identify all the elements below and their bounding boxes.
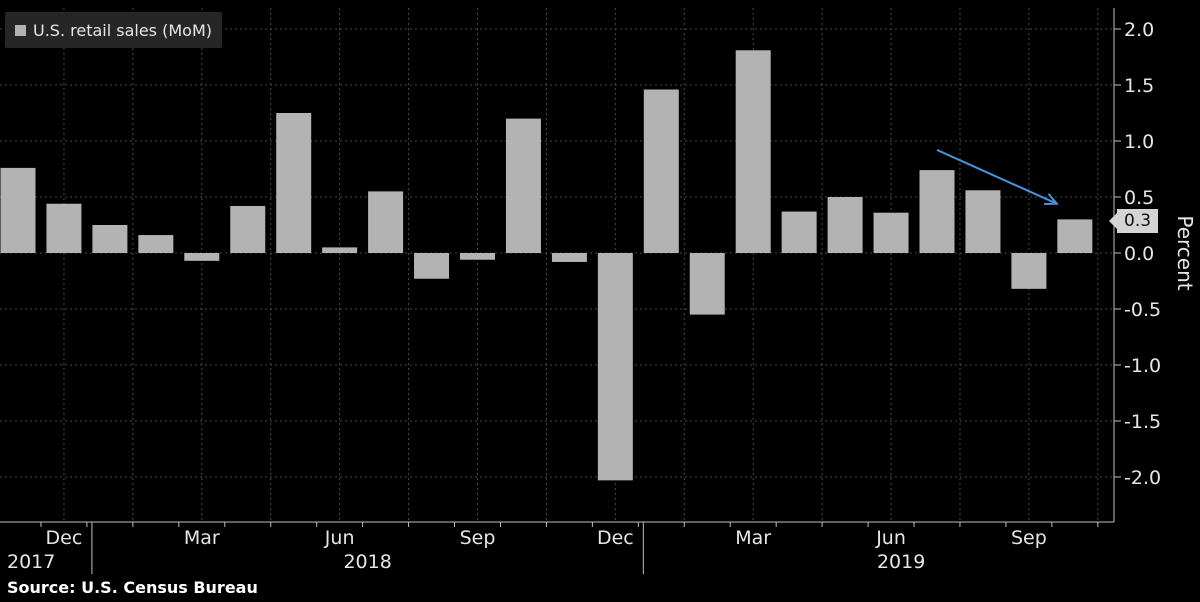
bar bbox=[597, 253, 633, 481]
year-label: 2018 bbox=[343, 551, 391, 573]
x-tick-label: Dec bbox=[46, 527, 83, 549]
y-tick-label: 0.5 bbox=[1124, 187, 1154, 209]
y-tick-label: 2.0 bbox=[1124, 19, 1154, 41]
bar bbox=[46, 203, 82, 253]
x-tick-label: Mar bbox=[735, 527, 771, 549]
bar bbox=[827, 197, 863, 253]
last-value-callout: 0.3 bbox=[1108, 209, 1159, 233]
bar bbox=[184, 253, 220, 261]
bar bbox=[965, 190, 1001, 253]
bar bbox=[92, 225, 128, 253]
x-tick-label: Dec bbox=[597, 527, 634, 549]
bars bbox=[0, 50, 1093, 481]
legend-label: U.S. retail sales (MoM) bbox=[33, 20, 212, 40]
year-label: 2019 bbox=[877, 551, 925, 573]
bar bbox=[230, 205, 266, 253]
y-tick-label: 1.5 bbox=[1124, 75, 1154, 97]
bar bbox=[689, 253, 725, 315]
legend: U.S. retail sales (MoM) bbox=[5, 12, 222, 48]
source-note: Source: U.S. Census Bureau bbox=[7, 578, 258, 597]
bar bbox=[460, 253, 495, 260]
bar bbox=[735, 50, 771, 253]
x-tick-label: Sep bbox=[1011, 527, 1047, 549]
y-tick-label: 1.0 bbox=[1124, 131, 1154, 153]
y-tick-label: -1.5 bbox=[1124, 411, 1161, 433]
bar bbox=[138, 235, 174, 253]
y-tick-label: -2.0 bbox=[1124, 467, 1161, 489]
x-tick-label: Jun bbox=[324, 527, 355, 549]
axes: 2.0 1.5 1.0 0.5 0.0 -0.5 -1.0 -1.5 -2.0 Dec Mar Jun… bbox=[0, 8, 1161, 574]
bar bbox=[873, 212, 909, 253]
legend-swatch bbox=[15, 24, 26, 36]
trend-arrow-line bbox=[936, 149, 1058, 205]
year-label: 2017 bbox=[7, 551, 55, 573]
bar bbox=[368, 191, 404, 253]
bar bbox=[322, 247, 358, 253]
x-tick-label: Sep bbox=[460, 527, 496, 549]
x-tick-label: Jun bbox=[875, 527, 906, 549]
y-tick-label: 0.0 bbox=[1124, 243, 1154, 265]
trend-arrow bbox=[936, 149, 1059, 206]
bar bbox=[643, 89, 679, 253]
trend-arrow-head bbox=[1043, 193, 1059, 206]
bar bbox=[0, 167, 36, 253]
x-tick-label: Mar bbox=[184, 527, 220, 549]
bar bbox=[781, 211, 817, 253]
y-tick-label: -0.5 bbox=[1124, 299, 1161, 321]
bar bbox=[276, 113, 312, 253]
y-tick-label: -1.0 bbox=[1124, 355, 1161, 377]
bar bbox=[505, 118, 541, 253]
bar bbox=[919, 170, 955, 253]
y-axis-label: Percent bbox=[1173, 215, 1197, 291]
grid-lines bbox=[0, 8, 1114, 522]
bar bbox=[551, 253, 587, 262]
bar bbox=[1011, 253, 1047, 289]
bar bbox=[414, 253, 450, 279]
bar bbox=[1057, 219, 1093, 253]
